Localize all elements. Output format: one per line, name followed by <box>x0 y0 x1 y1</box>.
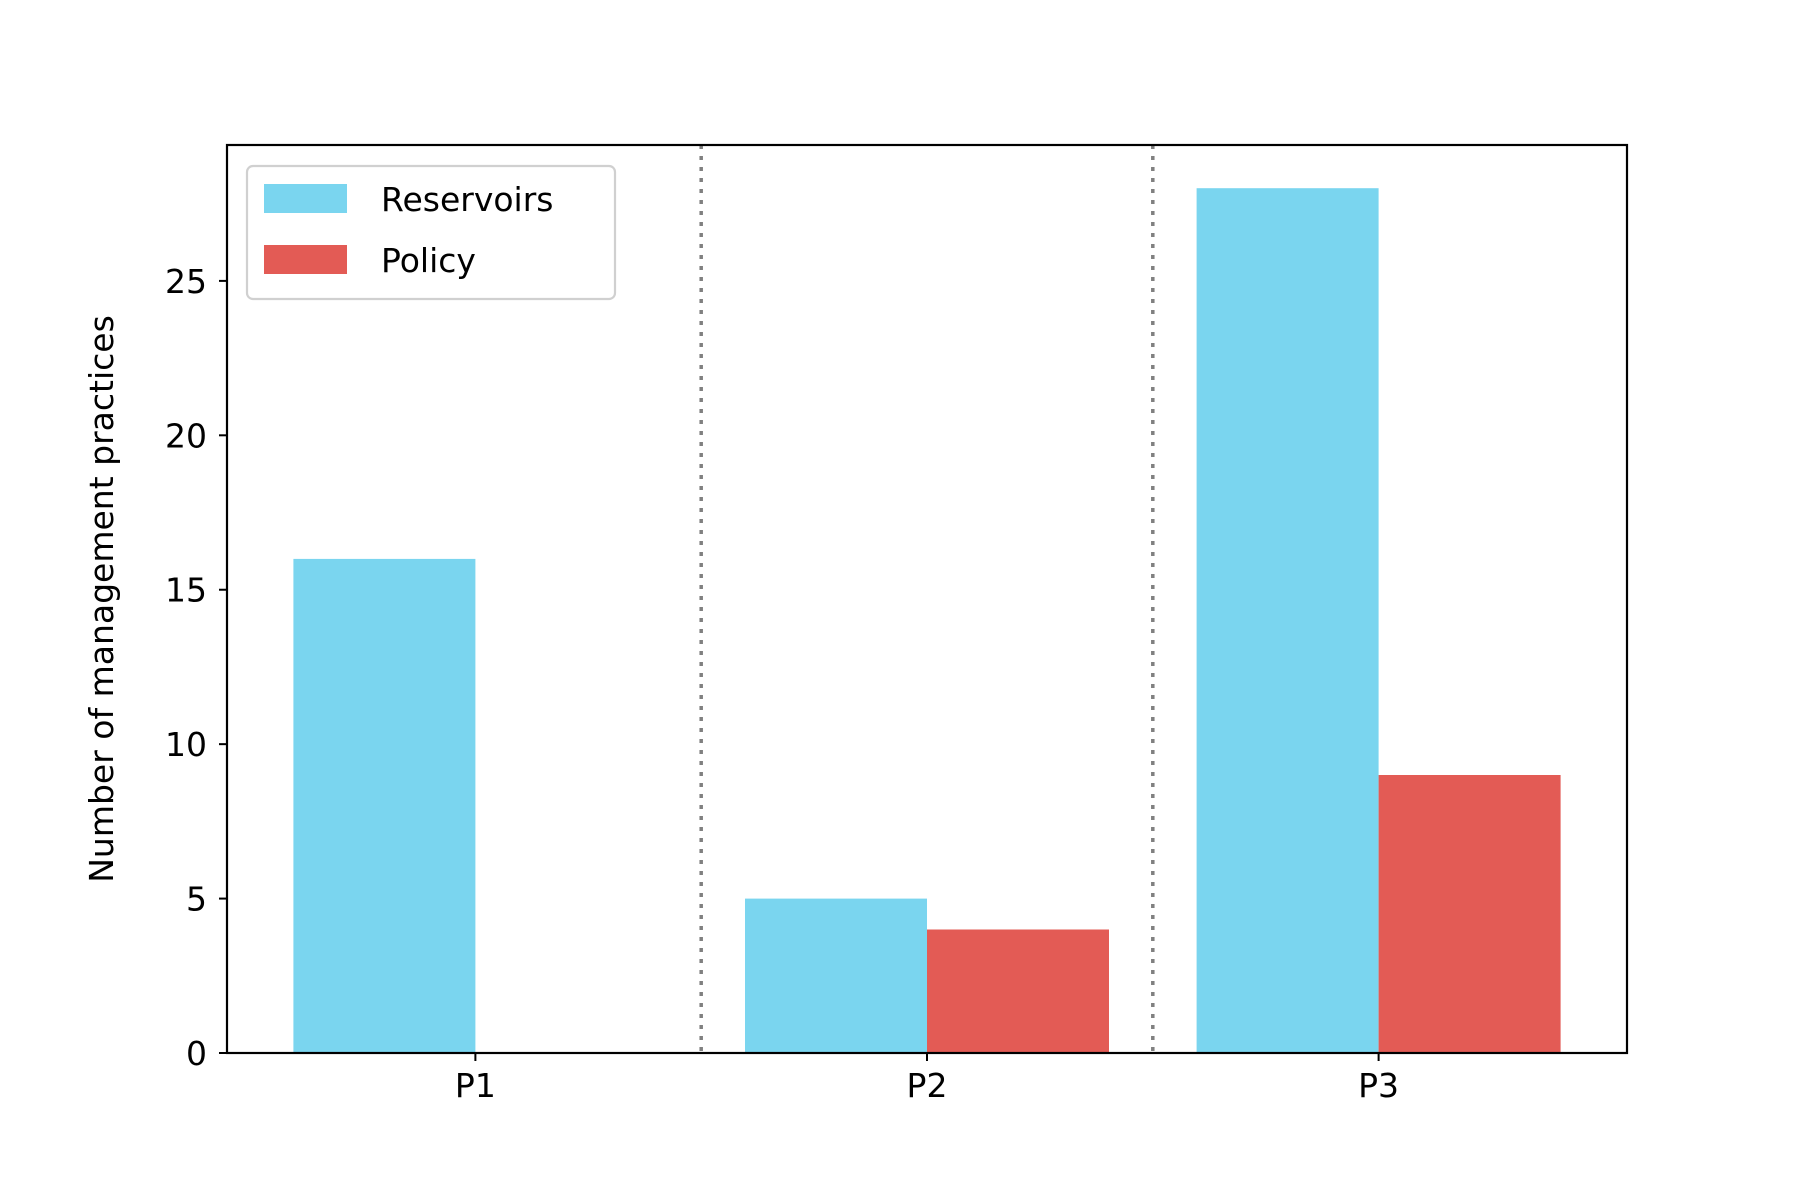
bar-policy-p2 <box>927 929 1109 1053</box>
legend-swatch-policy <box>264 245 347 274</box>
x-tick-label-p1: P1 <box>455 1066 496 1105</box>
bar-policy-p3 <box>1378 775 1561 1053</box>
legend-swatch-reservoirs <box>264 184 347 213</box>
bar-reservoirs-p3 <box>1196 188 1379 1053</box>
y-tick-label-10: 10 <box>165 725 207 764</box>
legend-entry-reservoirs: Reservoirs <box>381 180 553 219</box>
legend-entry-policy: Policy <box>381 241 476 280</box>
y-tick-label-5: 5 <box>186 880 207 919</box>
y-tick-label-20: 20 <box>165 416 207 455</box>
bar-reservoirs-p2 <box>745 898 927 1053</box>
y-tick-label-0: 0 <box>186 1034 207 1073</box>
category-separators <box>699 145 1155 1053</box>
x-tick-label-p3: P3 <box>1358 1066 1399 1105</box>
y-tick-label-15: 15 <box>165 571 207 610</box>
legend: Reservoirs Policy <box>245 164 617 301</box>
x-axis: P1 P2 P3 <box>455 1053 1399 1105</box>
bar-reservoirs-p1 <box>293 558 476 1053</box>
y-axis-label: Number of management practices <box>82 315 121 883</box>
bars <box>293 188 1561 1053</box>
y-axis: 0 5 10 15 20 25 <box>165 262 227 1073</box>
x-tick-label-p2: P2 <box>907 1066 948 1105</box>
y-tick-label-25: 25 <box>165 262 207 301</box>
